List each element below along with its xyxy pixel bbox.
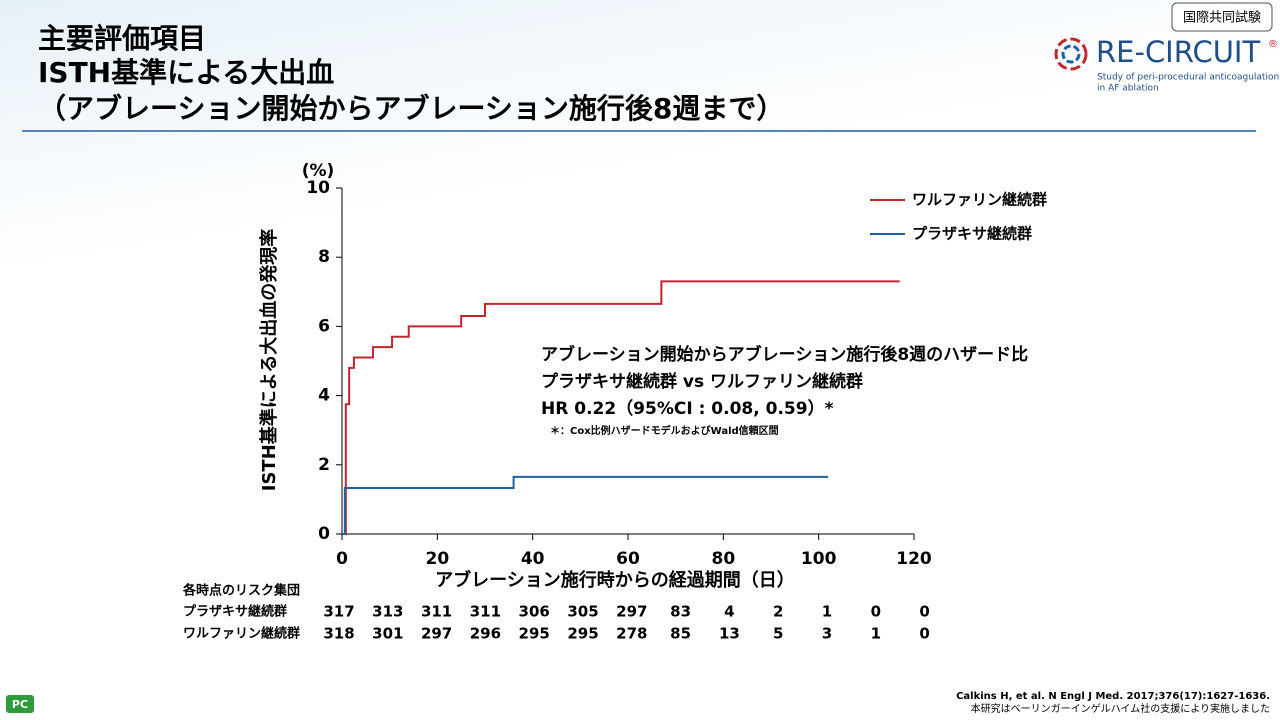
risk-count: 305: [567, 603, 598, 621]
risk-count: 13: [719, 625, 740, 643]
footer-icon-box: [6, 695, 34, 713]
risk-count: 85: [670, 625, 691, 643]
y-tick-label: 4: [318, 386, 330, 406]
risk-count: 297: [421, 625, 452, 643]
legend-label: ワルファリン継続群: [912, 191, 1047, 209]
km-curve: [342, 280, 900, 535]
risk-title: 各時点のリスク集団: [182, 583, 300, 599]
logo-icon: [1054, 37, 1088, 71]
badge-box: [1171, 2, 1273, 32]
risk-row-label: プラザキサ継続群: [183, 604, 287, 620]
risk-count: 318: [323, 625, 354, 643]
legend-label: プラザキサ継続群: [912, 225, 1032, 243]
risk-row-label: ワルファリン継続群: [183, 626, 300, 642]
risk-count: 83: [670, 603, 691, 621]
risk-count: 2: [773, 603, 783, 621]
x-tick-label: 20: [425, 549, 449, 569]
y-unit: (%): [302, 161, 335, 181]
y-tick-label: 8: [318, 247, 330, 267]
x-tick-label: 80: [711, 549, 735, 569]
x-tick-label: 60: [616, 549, 640, 569]
risk-count: 313: [372, 603, 403, 621]
risk-count: 5: [773, 625, 783, 643]
risk-count: 297: [616, 603, 647, 621]
risk-count: 1: [822, 603, 832, 621]
y-tick-label: 6: [318, 316, 330, 336]
annotation: アブレーション開始からアブレーション施行後8週のハザード比: [541, 344, 1028, 365]
x-tick-label: 40: [521, 549, 545, 569]
badge: 国際共同試験: [1183, 10, 1261, 26]
risk-count: 317: [323, 603, 354, 621]
risk-count: 3: [822, 625, 832, 643]
annotation: プラザキサ継続群 vs ワルファリン継続群: [541, 371, 863, 392]
risk-count: 278: [616, 625, 647, 643]
risk-count: 1: [871, 625, 881, 643]
citation: Calkins H, et al. N Engl J Med. 2017;376…: [956, 691, 1270, 702]
x-axis-label: アブレーション施行時からの経過期間（日）: [435, 569, 795, 591]
risk-count: 0: [871, 603, 881, 621]
x-tick-label: 120: [896, 549, 932, 569]
risk-count: 295: [567, 625, 598, 643]
title: 主要評価項目: [38, 22, 206, 55]
title: ISTH基準による大出血: [38, 56, 334, 89]
footer-icon: PC: [12, 698, 28, 711]
risk-count: 4: [724, 603, 734, 621]
y-tick-label: 0: [318, 524, 330, 544]
risk-count: 295: [519, 625, 550, 643]
support-note: 本研究はベーリンガーインゲルハイム社の支援により実施しました: [971, 702, 1270, 715]
risk-count: 306: [519, 603, 550, 621]
y-tick-label: 10: [306, 178, 330, 198]
logo-name: RE-CIRCUIT: [1096, 35, 1260, 69]
km-curve: [342, 475, 829, 535]
risk-count: 311: [421, 603, 452, 621]
logo-subtitle: in AF ablation: [1097, 84, 1159, 94]
risk-count: 0: [919, 603, 929, 621]
y-axis-label: ISTH基準による大出血の発現率: [258, 229, 280, 491]
title: （アブレーション開始からアブレーション施行後8週まで）: [38, 92, 784, 125]
risk-count: 311: [470, 603, 501, 621]
logo-mark: ®: [1268, 39, 1278, 50]
annotation: HR 0.22（95%CI : 0.08, 0.59）*: [541, 398, 834, 419]
y-tick-label: 2: [318, 455, 330, 475]
x-tick-label: 0: [336, 549, 348, 569]
x-tick-label: 100: [801, 549, 837, 569]
logo-subtitle: Study of peri-procedural anticoagulation: [1097, 73, 1279, 83]
risk-count: 296: [470, 625, 501, 643]
risk-count: 301: [372, 625, 403, 643]
risk-count: 0: [919, 625, 929, 643]
annotation-note: ＊：Cox比例ハザードモデルおよびWald信頼区間: [550, 424, 779, 437]
